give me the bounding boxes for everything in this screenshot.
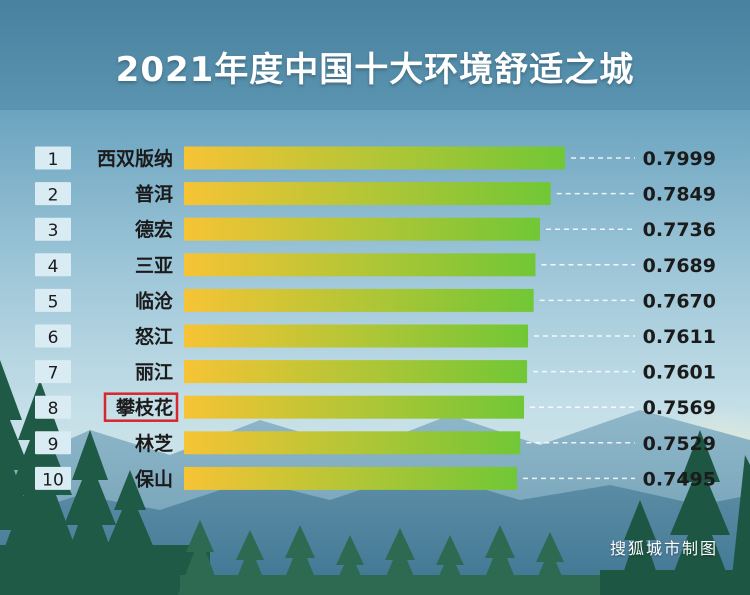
rank-box [35, 253, 71, 277]
highlight-box [103, 392, 179, 422]
bar [184, 288, 534, 312]
rank-box [35, 431, 71, 455]
rank-box [35, 324, 71, 348]
rank-label: 3 [48, 221, 59, 241]
rank-box [35, 395, 71, 419]
city-label: 德宏 [135, 218, 173, 241]
bar [184, 431, 521, 455]
rank-label: 5 [48, 292, 59, 312]
rank-box [35, 466, 71, 490]
rank-box [35, 288, 71, 312]
rank-label: 4 [48, 257, 59, 277]
rank-box [35, 360, 71, 384]
value-label: 0.7611 [643, 326, 716, 348]
rank-label: 7 [48, 364, 59, 384]
rank-label: 6 [48, 328, 59, 348]
pine-trees-right [600, 430, 750, 595]
city-label: 三亚 [135, 255, 173, 277]
value-label: 0.7569 [643, 397, 716, 419]
rank-label: 2 [48, 186, 59, 206]
value-label: 0.7495 [643, 468, 716, 490]
bar [184, 146, 565, 170]
bar [184, 253, 536, 277]
bar [184, 395, 525, 419]
rank-box [35, 146, 71, 170]
value-label: 0.7849 [643, 184, 716, 206]
pine-trees-left [0, 360, 210, 595]
city-label: 林芝 [135, 432, 173, 455]
city-label: 西双版纳 [97, 147, 173, 170]
bar [184, 182, 551, 206]
city-label: 怒江 [135, 325, 173, 348]
city-label: 保山 [134, 467, 173, 490]
bar [184, 217, 540, 241]
rank-box [35, 217, 71, 241]
pine-trees-middle [178, 520, 600, 595]
chart-title: 2021年度中国十大环境舒适之城 [115, 50, 635, 90]
rank-box [35, 182, 71, 206]
value-label: 0.7689 [643, 255, 716, 277]
source-note: 搜狐城市制图 [609, 539, 718, 558]
rank-label: 9 [48, 435, 59, 455]
city-label: 普洱 [135, 183, 173, 206]
city-label: 攀枝花 [116, 396, 173, 419]
value-label: 0.7601 [643, 362, 716, 384]
sky-top-band [0, 0, 750, 110]
bar [184, 324, 529, 348]
value-label: 0.7529 [643, 433, 716, 455]
bar [184, 360, 528, 384]
bar [184, 466, 517, 490]
rank-label: 8 [48, 399, 59, 419]
city-label: 临沧 [135, 289, 173, 312]
value-label: 0.7670 [643, 290, 716, 312]
rank-label: 1 [48, 150, 59, 170]
value-label: 0.7736 [643, 219, 716, 241]
value-label: 0.7999 [643, 148, 716, 170]
city-label: 丽江 [135, 362, 173, 384]
rank-label: 10 [42, 470, 64, 490]
